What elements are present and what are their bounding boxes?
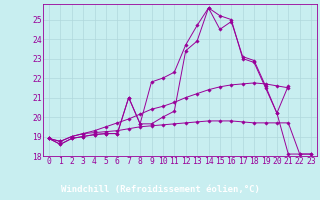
Text: Windchill (Refroidissement éolien,°C): Windchill (Refroidissement éolien,°C)	[60, 185, 260, 194]
